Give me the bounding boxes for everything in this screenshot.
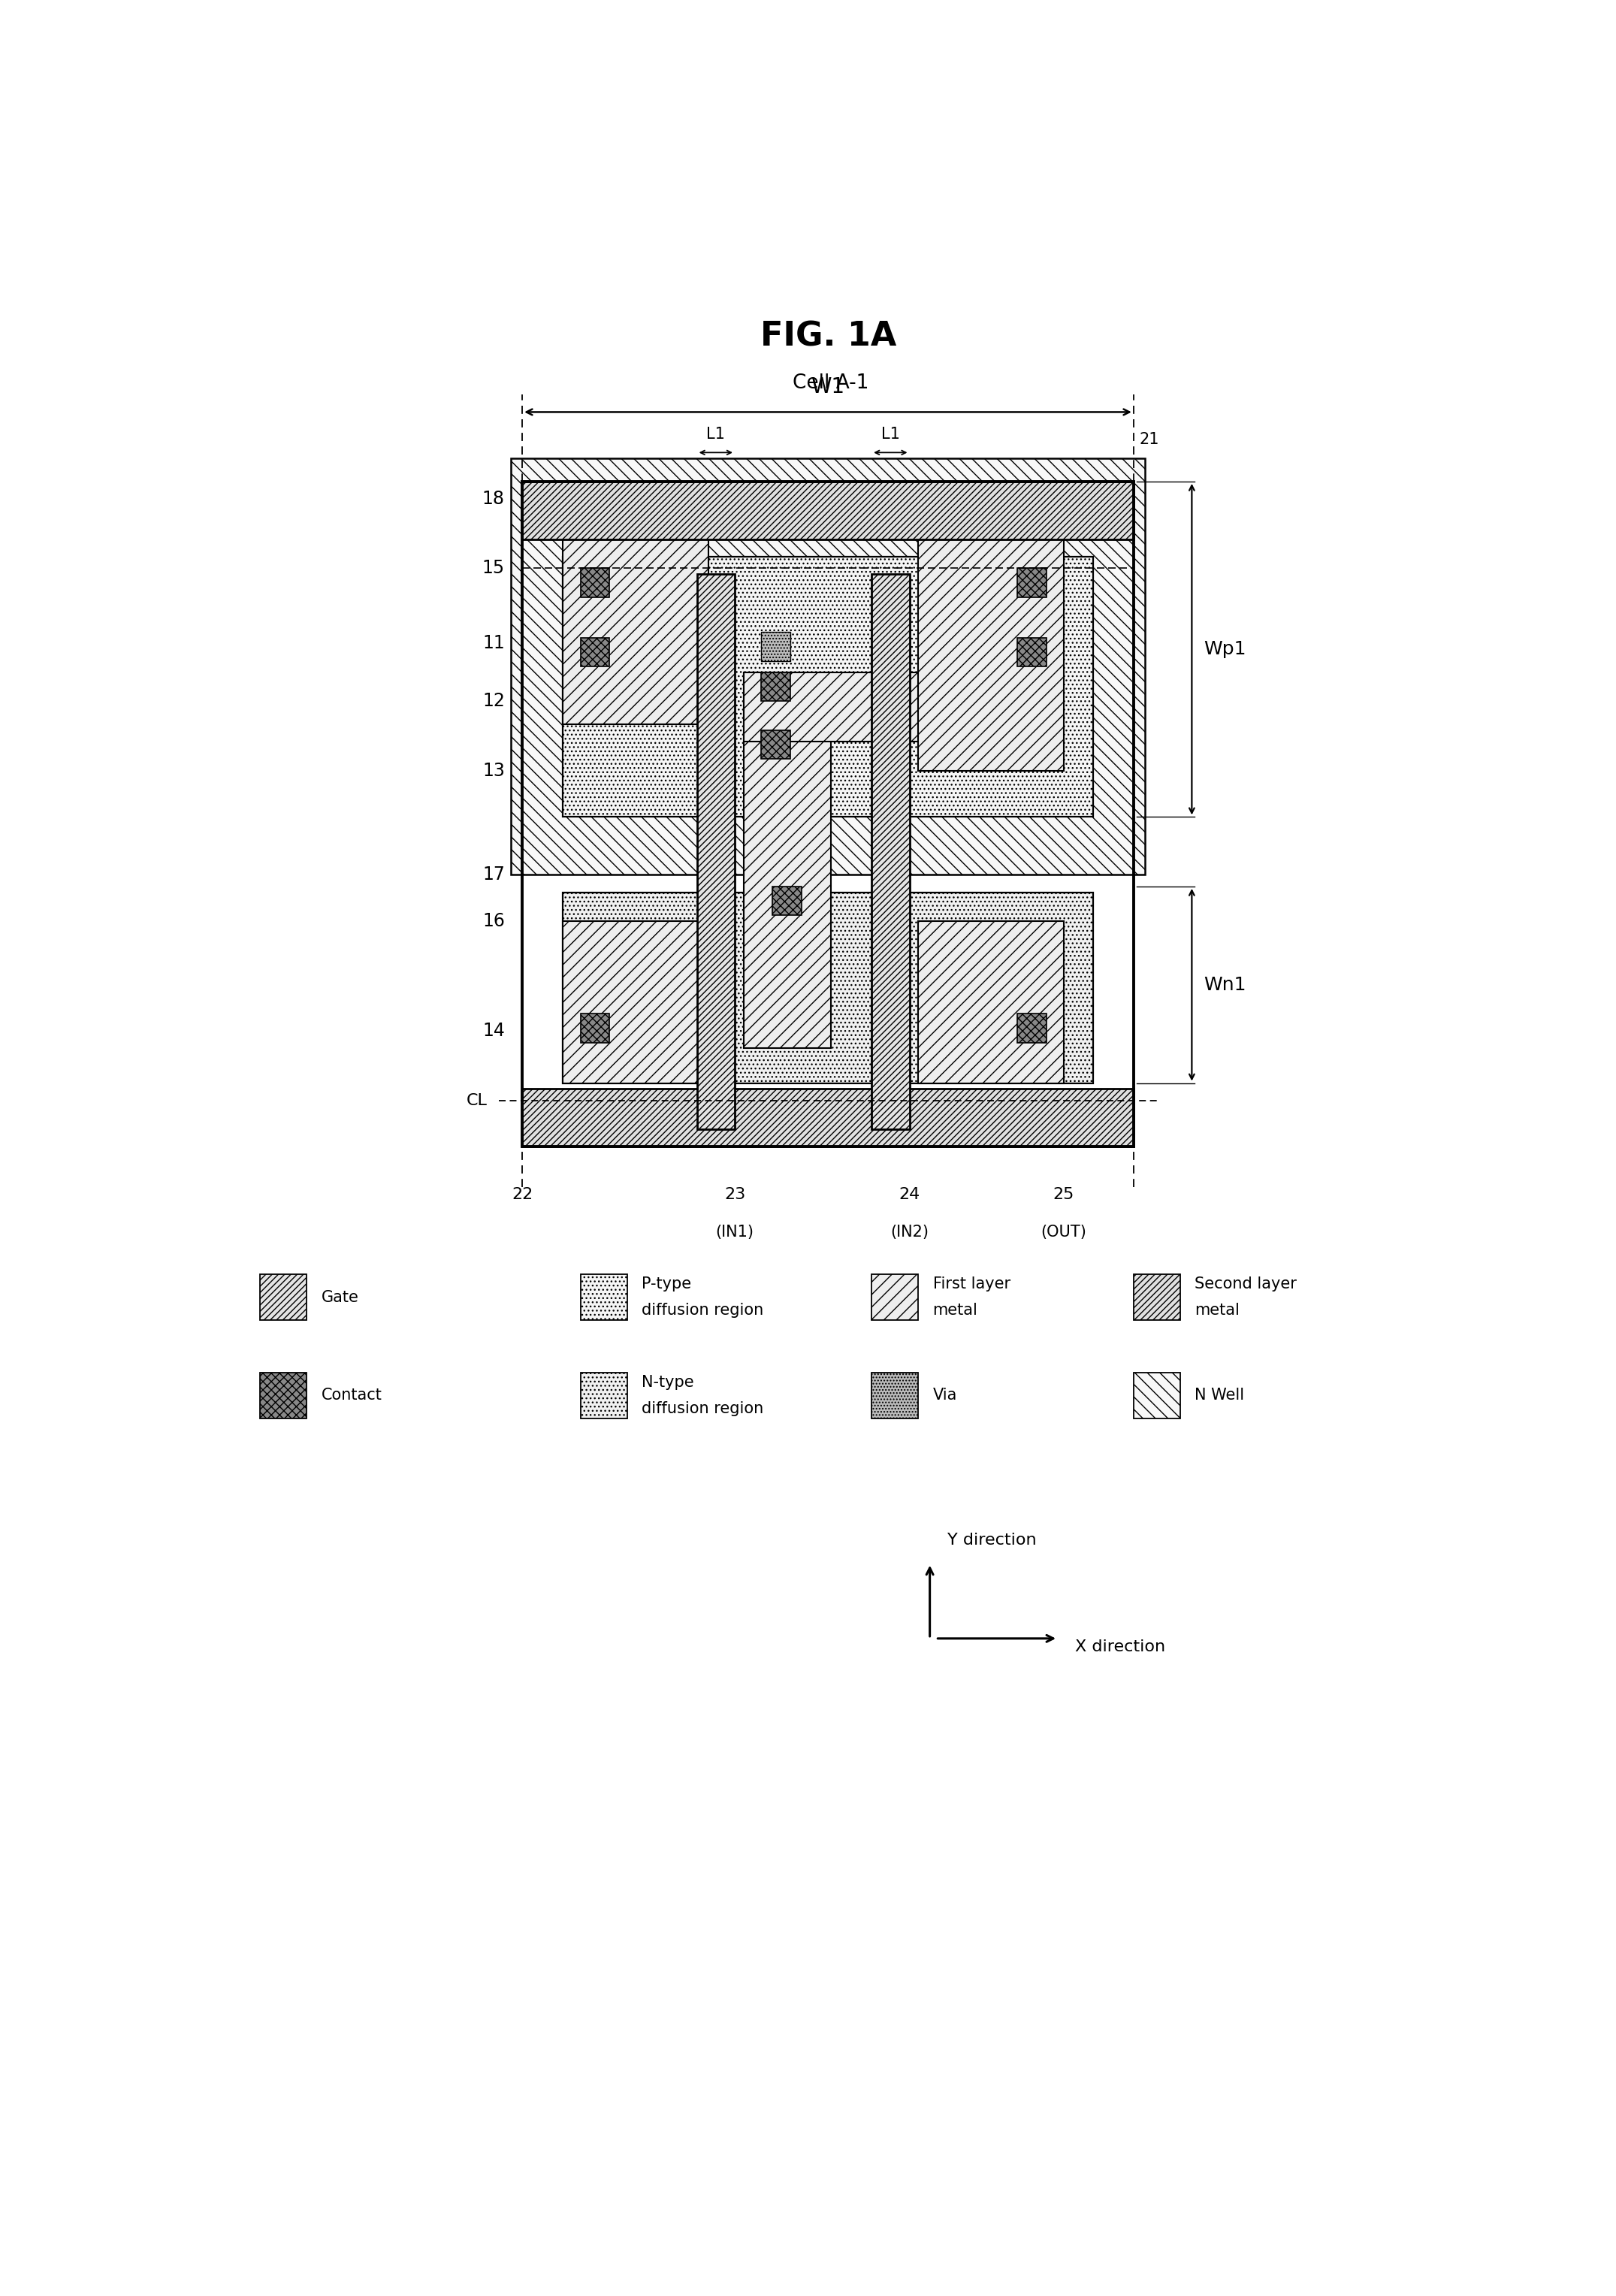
Text: 23: 23 (724, 1187, 745, 1203)
Bar (1016, 638, 1046, 666)
Text: Wn1: Wn1 (1204, 976, 1246, 994)
Text: N-type: N-type (642, 1375, 693, 1389)
Text: L1: L1 (881, 427, 900, 443)
Bar (580, 1015, 609, 1042)
Bar (871, 1274, 918, 1320)
Bar (580, 1373, 627, 1419)
Bar (562, 893, 1092, 1084)
Text: metal: metal (1194, 1302, 1239, 1318)
Bar (522, 482, 1133, 1146)
Text: Gate: Gate (322, 1290, 359, 1304)
Bar (761, 730, 790, 760)
Bar (1133, 1373, 1180, 1419)
Bar (260, 1274, 307, 1320)
Text: Cell A-1: Cell A-1 (793, 374, 869, 393)
Bar (743, 673, 831, 1049)
Bar (772, 886, 802, 916)
Text: 17: 17 (482, 866, 504, 884)
Text: 22: 22 (512, 1187, 533, 1203)
Text: Second layer: Second layer (1194, 1277, 1296, 1290)
Text: FIG. 1A: FIG. 1A (760, 321, 897, 354)
Text: (IN1): (IN1) (716, 1224, 755, 1240)
Bar (918, 540, 1063, 771)
Text: Contact: Contact (322, 1389, 381, 1403)
Text: 18: 18 (482, 489, 504, 507)
Bar (1016, 1015, 1046, 1042)
Text: N Well: N Well (1194, 1389, 1244, 1403)
Bar (696, 574, 735, 1130)
Text: 13: 13 (482, 762, 504, 781)
Text: CL: CL (467, 1093, 488, 1109)
Text: Y direction: Y direction (947, 1534, 1036, 1548)
Text: X direction: X direction (1075, 1639, 1165, 1655)
Bar (761, 631, 790, 661)
Text: 14: 14 (482, 1022, 504, 1040)
Text: 21: 21 (1139, 432, 1159, 448)
Text: 11: 11 (483, 634, 504, 652)
Bar (1133, 1274, 1180, 1320)
Text: (IN2): (IN2) (890, 1224, 929, 1240)
Bar (562, 556, 1092, 817)
Bar (580, 1274, 627, 1320)
Bar (761, 673, 790, 700)
Bar (1016, 567, 1046, 597)
Text: diffusion region: diffusion region (642, 1401, 763, 1417)
Bar (580, 638, 609, 666)
Bar (522, 482, 1133, 540)
Text: W1: W1 (811, 377, 845, 397)
Bar (260, 1373, 307, 1419)
Bar (918, 921, 1063, 1084)
Text: Via: Via (932, 1389, 957, 1403)
Text: First layer: First layer (932, 1277, 1010, 1290)
Text: (OUT): (OUT) (1041, 1224, 1086, 1240)
Bar (871, 1373, 918, 1419)
Bar (562, 921, 708, 1084)
Text: 12: 12 (482, 693, 504, 709)
Bar (871, 574, 910, 1130)
Text: L1: L1 (706, 427, 726, 443)
Text: 16: 16 (482, 912, 504, 930)
Text: P-type: P-type (642, 1277, 692, 1290)
Bar (511, 459, 1146, 875)
Text: metal: metal (932, 1302, 978, 1318)
Text: 25: 25 (1054, 1187, 1075, 1203)
Text: 15: 15 (482, 560, 504, 576)
Bar (562, 540, 708, 726)
Text: diffusion region: diffusion region (642, 1302, 763, 1318)
Bar (522, 1088, 1133, 1146)
Bar (580, 567, 609, 597)
Text: 24: 24 (898, 1187, 920, 1203)
Bar (743, 673, 1034, 742)
Text: Wp1: Wp1 (1204, 641, 1246, 659)
